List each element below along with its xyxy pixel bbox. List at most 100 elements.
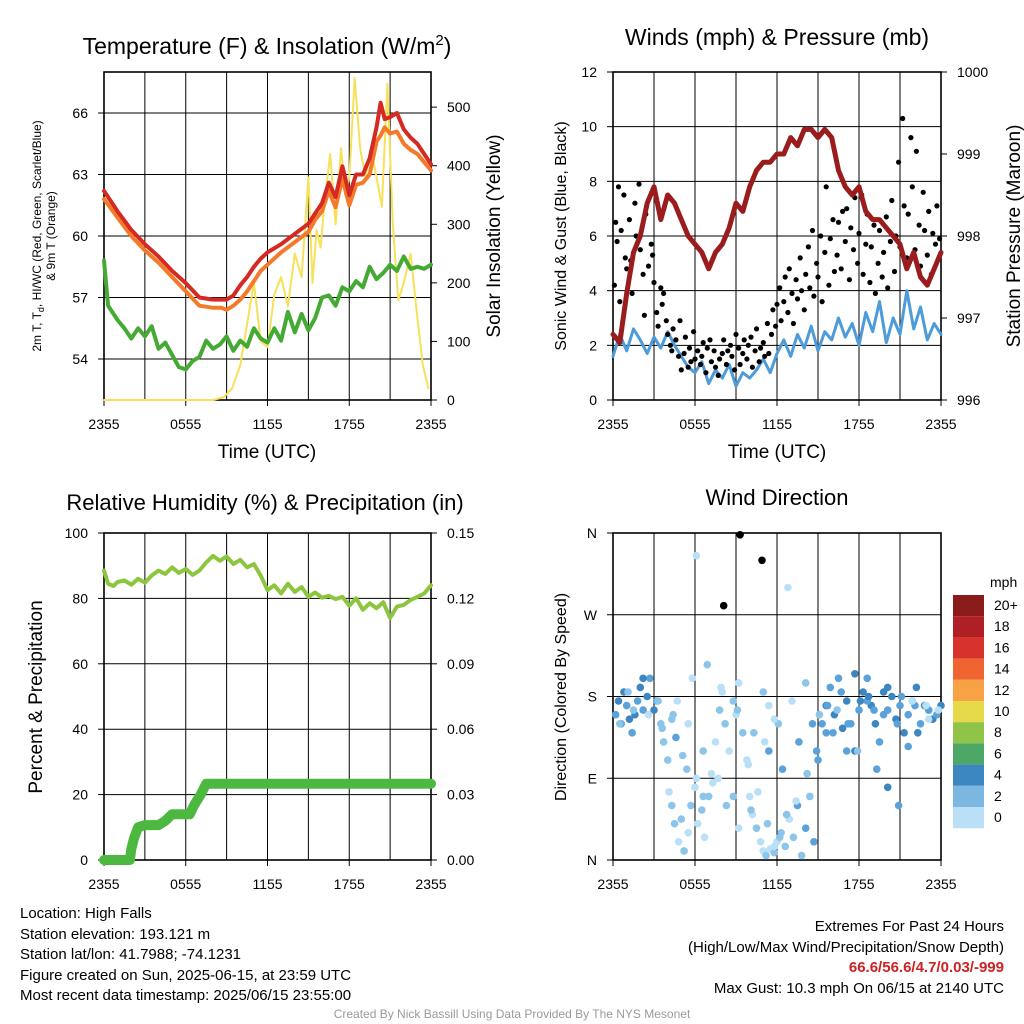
dir-point [719, 601, 728, 610]
wind-ytick-label: 10 [581, 119, 597, 135]
wind-gust-point [744, 356, 750, 362]
wind-gust-point [715, 372, 721, 378]
dir-point [692, 551, 701, 560]
wind-xtick-label: 2355 [925, 416, 956, 432]
wind-gust-point [916, 222, 922, 228]
dir-point [900, 729, 908, 737]
dir-legend-label: 20+ [994, 597, 1018, 613]
temp-xtick-label: 1155 [252, 416, 282, 432]
extremes-heading: Extremes For Past 24 Hours [814, 918, 1004, 935]
dir-legend-swatch [953, 701, 984, 723]
wind-gust-point [622, 255, 628, 261]
dir-point [763, 819, 772, 828]
wind-gust-point [819, 299, 825, 305]
dir-point [703, 660, 712, 669]
dir-point [855, 706, 863, 714]
wind-ylabel: Sonic Wind & Gust (Blue, Black) [553, 121, 570, 350]
dir-point [717, 683, 725, 692]
dir-point [687, 801, 695, 810]
temp-xtick-label: 2355 [415, 416, 446, 432]
wind-gust-point [871, 222, 877, 228]
dir-point [729, 697, 738, 705]
wind-gust-point [840, 208, 846, 214]
dir-point [822, 729, 830, 737]
dir-point [700, 833, 709, 842]
temp-xtick-label: 2355 [88, 416, 119, 432]
dir-point [789, 833, 798, 842]
dir-point [770, 848, 779, 857]
temp-xtick-label: 0555 [170, 416, 201, 432]
wind-ytick-label: 8 [589, 173, 597, 189]
dir-point [734, 824, 743, 832]
wind-gust-point [826, 282, 832, 288]
dir-point [833, 706, 841, 714]
dir-point [616, 720, 624, 728]
dir-point [871, 720, 880, 728]
dir-legend-label: 2 [994, 788, 1002, 804]
wind-gust-point [896, 159, 902, 165]
wind-gust-point [879, 274, 885, 280]
wind-gust-point [740, 350, 746, 357]
dir-point [754, 788, 762, 796]
wind-gust-point [768, 331, 775, 337]
dir-xtick-label: 0555 [679, 876, 710, 892]
dir-point [736, 531, 744, 539]
dir-point [725, 747, 733, 755]
rh-ytick-label: 80 [72, 590, 88, 606]
dir-point [699, 792, 707, 801]
wind-gust-point [686, 345, 693, 351]
wind-gust-point [863, 241, 869, 247]
dir-point [879, 710, 888, 719]
wind-gust-point [727, 342, 734, 348]
temp-ylabel-line2: & 9m T (Orange) [44, 191, 58, 281]
rh-y2tick-label: 0.06 [447, 721, 474, 737]
dir-point [781, 842, 789, 851]
dir-point [806, 792, 814, 801]
dir-point [636, 683, 645, 692]
dir-point [654, 697, 662, 705]
wind-xlabel: Time (UTC) [728, 442, 827, 463]
dir-point [643, 692, 651, 701]
wind-gust-point [905, 211, 911, 217]
dir-point [752, 824, 761, 832]
dir-point [801, 679, 810, 687]
wind-xtick-label: 2355 [597, 416, 628, 432]
wind-gust-point [777, 285, 783, 291]
wind-gust-point [676, 353, 682, 359]
wind-gust-point [677, 318, 683, 324]
wind-gust-point [621, 192, 627, 198]
wind-gust-point [717, 356, 723, 362]
dir-point [896, 701, 904, 710]
wind-gust-point [760, 340, 766, 346]
wind-gust-point [636, 181, 642, 187]
wind-gust-point [913, 148, 920, 154]
dir-ylabel: Direction (Colored By Speed) [553, 593, 570, 801]
wind-gust-point [807, 285, 813, 291]
dir-xtick-label: 2355 [597, 876, 628, 892]
dir-point [856, 697, 865, 705]
dir-point [838, 724, 847, 733]
dir-xtick-label: 1755 [843, 876, 874, 892]
dir-point [677, 815, 686, 823]
wind-gust-point [766, 350, 772, 357]
wind-y2tick-label: 999 [957, 146, 981, 162]
wind-gust-point [799, 288, 805, 294]
dir-point [873, 765, 881, 773]
dir-point [765, 747, 773, 755]
dir-point [797, 851, 806, 860]
wind-gust-point [846, 277, 853, 283]
dir-point [814, 756, 822, 764]
dir-point [778, 765, 787, 773]
wind-xtick-label: 1755 [843, 416, 874, 432]
wind-gust-point [618, 227, 624, 234]
dir-point [625, 715, 634, 723]
rh-ylabel: Percent & Precipitation [26, 600, 47, 793]
dir-xtick-label: 1155 [762, 876, 792, 892]
wind-gust-point [624, 266, 630, 272]
wind-gust-point [697, 361, 704, 368]
dir-point [853, 747, 862, 755]
dir-point [747, 806, 755, 814]
dir-point [614, 697, 623, 705]
dir-point [842, 697, 851, 705]
